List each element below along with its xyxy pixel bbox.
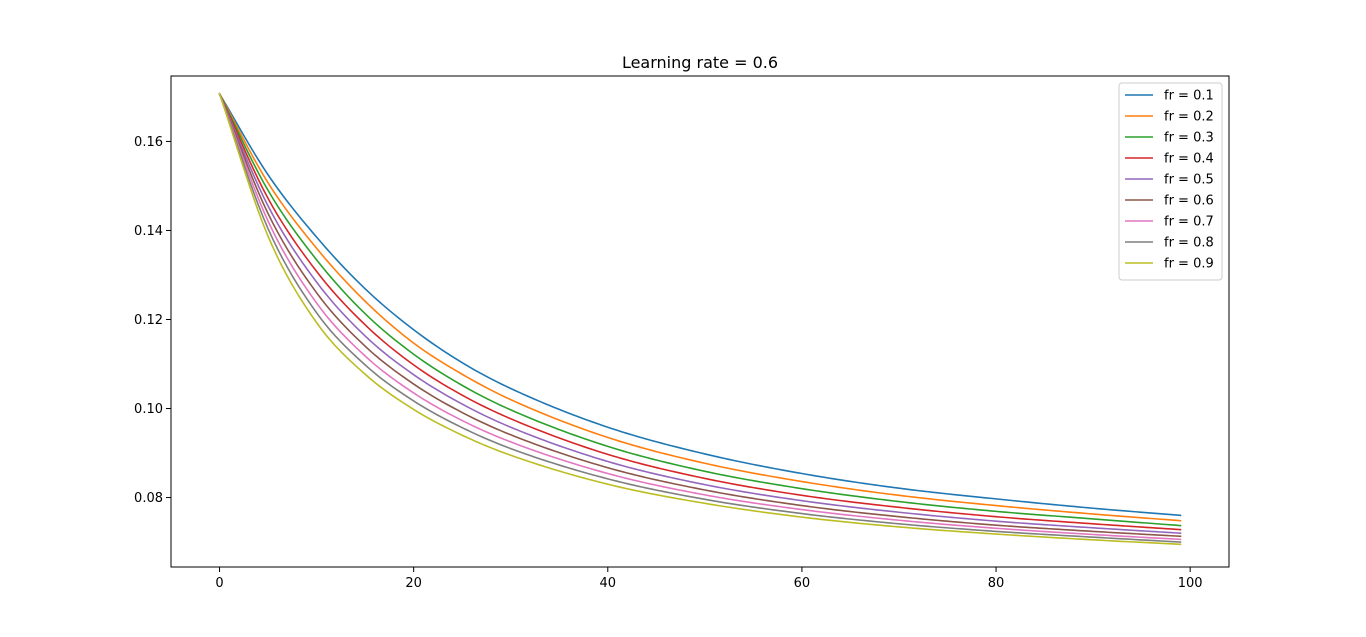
legend-label: fr = 0.8 <box>1164 236 1214 251</box>
series-line-8 <box>218 92 1182 543</box>
x-axis: 0 20 40 60 80 100 <box>215 567 1203 591</box>
x-tick-label: 80 <box>988 576 1005 591</box>
legend-box <box>1118 82 1223 281</box>
series-line-9 <box>218 92 1182 546</box>
legend: fr = 0.1 fr = 0.2 fr = 0.3 fr = 0.4 fr = 0.5… <box>1118 82 1223 281</box>
legend-label: fr = 0.3 <box>1164 131 1214 146</box>
legend-label: fr = 0.1 <box>1164 89 1214 104</box>
y-axis: 0.08 0.10 0.12 0.14 0.16 <box>134 135 171 506</box>
x-tick-label: 0 <box>215 576 223 591</box>
plot-area <box>170 75 1230 568</box>
legend-label: fr = 0.7 <box>1164 215 1214 230</box>
series-line-3 <box>218 92 1182 527</box>
series-layer <box>218 92 1182 546</box>
series-line-6 <box>218 92 1182 538</box>
legend-label: fr = 0.4 <box>1164 152 1214 167</box>
series-line-7 <box>218 92 1182 541</box>
y-tick-label: 0.08 <box>134 491 163 506</box>
y-tick-label: 0.16 <box>134 135 163 150</box>
chart-title: Learning rate = 0.6 <box>622 53 778 72</box>
x-tick-label: 100 <box>1178 576 1203 591</box>
series-line-1 <box>218 92 1182 517</box>
series-line-5 <box>218 92 1182 535</box>
x-tick-label: 60 <box>794 576 811 591</box>
plot-border <box>170 75 1230 568</box>
legend-label: fr = 0.9 <box>1164 257 1214 272</box>
y-tick-label: 0.12 <box>134 313 163 328</box>
y-tick-label: 0.10 <box>134 402 163 417</box>
y-tick-label: 0.14 <box>134 224 163 239</box>
series-line-4 <box>218 92 1182 531</box>
series-line-2 <box>218 92 1182 522</box>
x-tick-label: 40 <box>600 576 617 591</box>
legend-label: fr = 0.6 <box>1164 194 1214 209</box>
x-tick-label: 20 <box>405 576 422 591</box>
legend-label: fr = 0.2 <box>1164 110 1214 125</box>
legend-label: fr = 0.5 <box>1164 173 1214 188</box>
